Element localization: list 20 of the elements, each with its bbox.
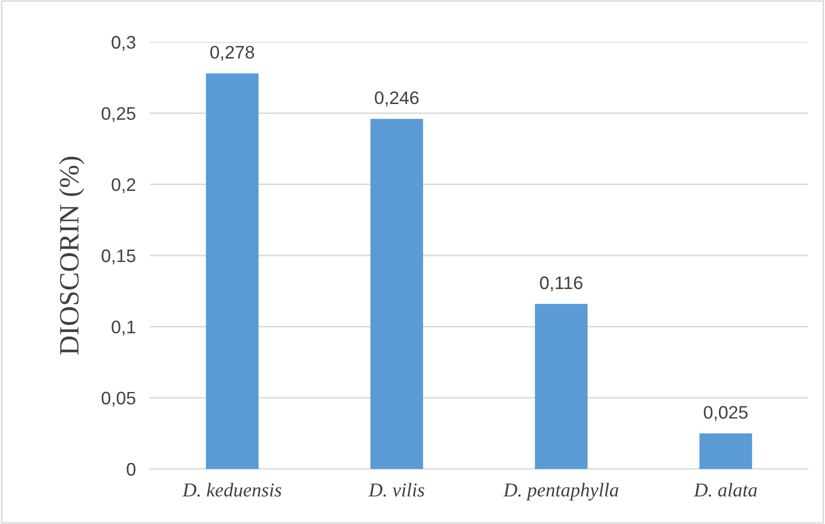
y-tick-label: 0,2: [112, 178, 136, 194]
x-tick-label: D. keduensis: [182, 482, 282, 497]
y-axis-title: DIOSCORIN (%): [59, 156, 84, 355]
y-tick-label: 0,05: [102, 392, 136, 407]
bar: [370, 118, 424, 469]
y-tick-label: 0,3: [112, 36, 136, 51]
bar: [699, 433, 752, 469]
bar: [206, 73, 259, 469]
y-tick-label: 0,25: [102, 107, 136, 122]
data-label: 0,116: [540, 276, 582, 292]
data-label: 0,278: [210, 46, 254, 61]
y-tick-label: 0: [126, 462, 136, 476]
bar: [534, 304, 588, 469]
y-tick-label: 0,15: [102, 249, 136, 264]
y-tick-label: 0,1: [112, 320, 136, 336]
data-label: 0,246: [374, 91, 419, 106]
x-tick-label: D. pentaphylla: [503, 482, 618, 501]
x-tick-label: D. vilis: [368, 482, 424, 497]
data-label: 0,025: [704, 406, 748, 421]
x-tick-label: D. alata: [694, 482, 757, 497]
